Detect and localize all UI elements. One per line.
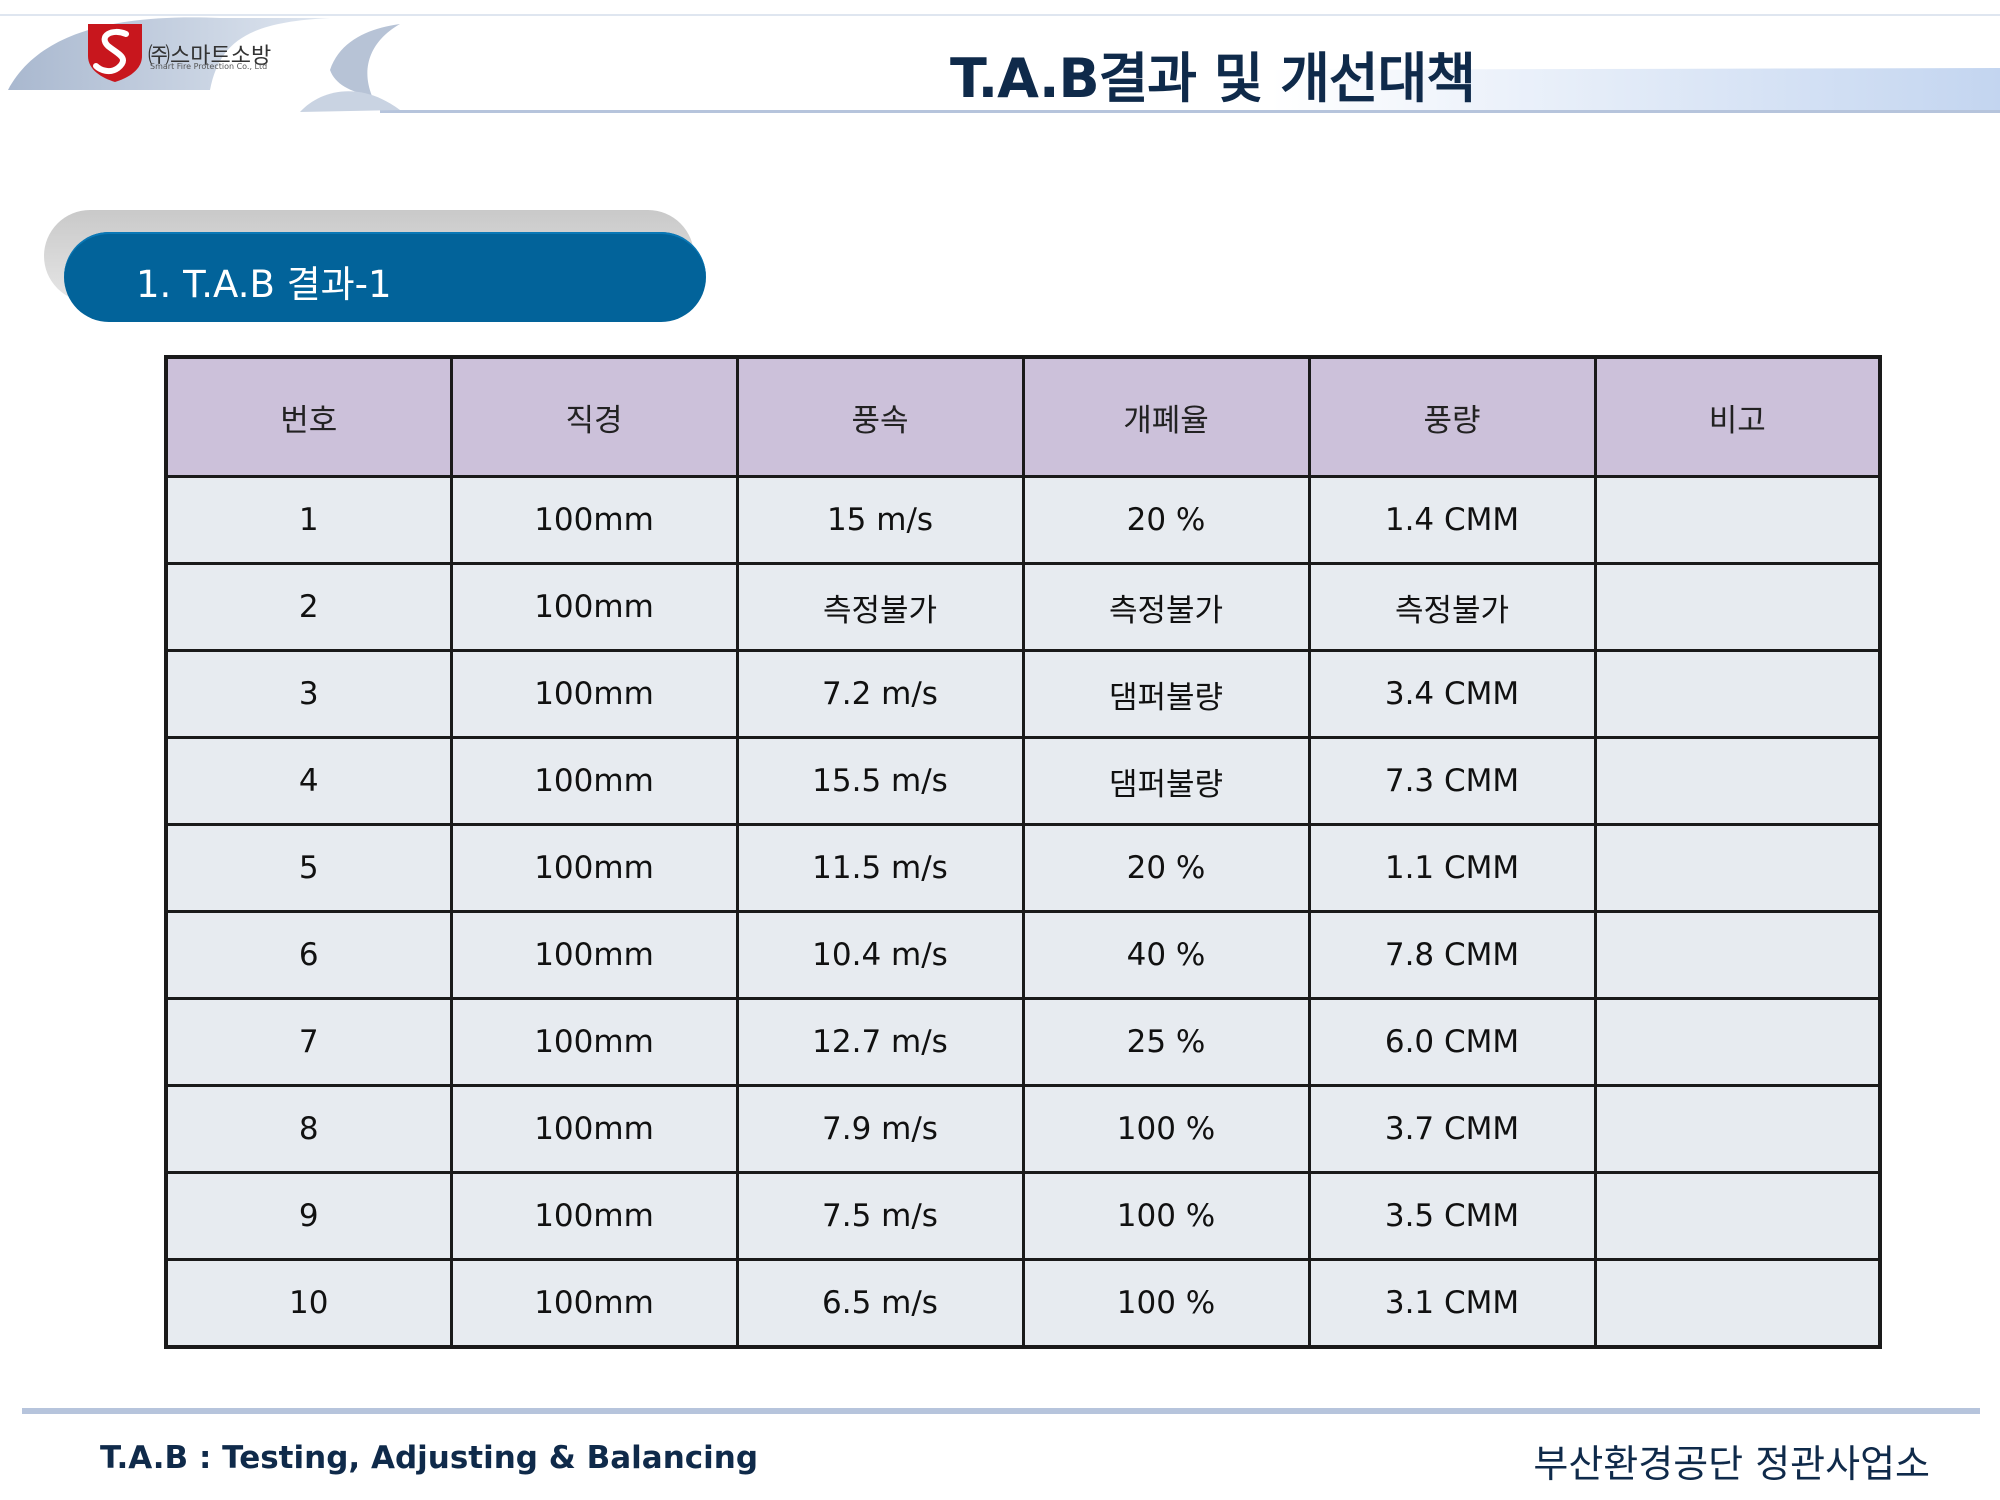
table-header-cell: 번호	[164, 355, 453, 478]
table-cell: 6.5 m/s	[735, 1258, 1025, 1349]
company-name: ㈜스마트소방	[148, 44, 272, 69]
table-cell	[1593, 1258, 1882, 1349]
table-cell: 5	[164, 823, 453, 913]
table-cell: 40 %	[1021, 910, 1311, 1000]
table-cell: 100mm	[449, 1084, 739, 1174]
table-cell: 20 %	[1021, 823, 1311, 913]
table-cell	[1593, 736, 1882, 826]
table-cell: 8	[164, 1084, 453, 1174]
table-cell: 3.7 CMM	[1307, 1084, 1597, 1174]
table-cell: 100 %	[1021, 1258, 1311, 1349]
table-row: 2 100mm 측정불가 측정불가 측정불가	[164, 562, 1882, 652]
table-cell: 9	[164, 1171, 453, 1261]
table-cell: 댐퍼불량	[1021, 736, 1311, 826]
table-row: 1 100mm 15 m/s 20 % 1.4 CMM	[164, 475, 1882, 565]
table-cell: 7.3 CMM	[1307, 736, 1597, 826]
table-cell: 1.1 CMM	[1307, 823, 1597, 913]
table-cell: 측정불가	[735, 562, 1025, 652]
table-cell: 7.8 CMM	[1307, 910, 1597, 1000]
table-cell: 100mm	[449, 1258, 739, 1349]
table-cell: 100 %	[1021, 1171, 1311, 1261]
table-cell: 7.2 m/s	[735, 649, 1025, 739]
section-title: 1. T.A.B 결과-1	[136, 263, 392, 306]
table-cell: 3	[164, 649, 453, 739]
table-cell: 100mm	[449, 649, 739, 739]
table-cell: 2	[164, 562, 453, 652]
table-cell: 4	[164, 736, 453, 826]
table-cell: 15.5 m/s	[735, 736, 1025, 826]
table-header-cell: 직경	[449, 355, 739, 478]
table-header-cell: 비고	[1593, 355, 1882, 478]
table-cell: 7	[164, 997, 453, 1087]
table-cell: 7.5 m/s	[735, 1171, 1025, 1261]
table-cell: 7.9 m/s	[735, 1084, 1025, 1174]
table-cell: 측정불가	[1307, 562, 1597, 652]
table-cell: 100mm	[449, 475, 739, 565]
table-row: 7 100mm 12.7 m/s 25 % 6.0 CMM	[164, 997, 1882, 1087]
table-row: 10 100mm 6.5 m/s 100 % 3.1 CMM	[164, 1258, 1882, 1349]
table-cell: 10.4 m/s	[735, 910, 1025, 1000]
table-cell: 100mm	[449, 997, 739, 1087]
table-row: 8 100mm 7.9 m/s 100 % 3.7 CMM	[164, 1084, 1882, 1174]
header: ㈜스마트소방 Smart Fire Protection Co., Ltd T.…	[0, 0, 2000, 130]
table-row: 6 100mm 10.4 m/s 40 % 7.8 CMM	[164, 910, 1882, 1000]
table-cell: 3.5 CMM	[1307, 1171, 1597, 1261]
table-cell	[1593, 475, 1882, 565]
table-cell: 1.4 CMM	[1307, 475, 1597, 565]
table-cell	[1593, 1084, 1882, 1174]
table-row: 5 100mm 11.5 m/s 20 % 1.1 CMM	[164, 823, 1882, 913]
table-header-cell: 풍량	[1307, 355, 1597, 478]
table-cell: 12.7 m/s	[735, 997, 1025, 1087]
header-decoration	[0, 14, 2000, 113]
table-row: 4 100mm 15.5 m/s 댐퍼불량 7.3 CMM	[164, 736, 1882, 826]
table-cell: 3.4 CMM	[1307, 649, 1597, 739]
table-header-cell: 개폐율	[1021, 355, 1311, 478]
table-cell: 11.5 m/s	[735, 823, 1025, 913]
table-cell	[1593, 910, 1882, 1000]
tab-results-table: 번호 직경 풍속 개폐율 풍량 비고 1 100mm 15 m/s 20 % 1.4 CMM 2 10…	[164, 355, 1882, 1349]
table-cell: 100mm	[449, 1171, 739, 1261]
page-title: T.A.B결과 및 개선대책	[950, 47, 1476, 110]
table-cell: 25 %	[1021, 997, 1311, 1087]
table-cell: 6.0 CMM	[1307, 997, 1597, 1087]
table-cell: 3.1 CMM	[1307, 1258, 1597, 1349]
table-cell: 100mm	[449, 562, 739, 652]
shield-s-logo-icon	[88, 24, 142, 82]
table-cell	[1593, 1171, 1882, 1261]
table-cell: 100 %	[1021, 1084, 1311, 1174]
table-cell: 100mm	[449, 910, 739, 1000]
table-cell: 100mm	[449, 823, 739, 913]
table-cell: 6	[164, 910, 453, 1000]
table-body: 1 100mm 15 m/s 20 % 1.4 CMM 2 100mm 측정불가 측정불가 측정불…	[164, 475, 1882, 1349]
table-cell: 15 m/s	[735, 475, 1025, 565]
table-cell: 100mm	[449, 736, 739, 826]
company-subtitle: Smart Fire Protection Co., Ltd	[150, 62, 268, 71]
table-cell	[1593, 649, 1882, 739]
table-cell: 20 %	[1021, 475, 1311, 565]
table-cell: 1	[164, 475, 453, 565]
table-cell	[1593, 823, 1882, 913]
footer-divider	[22, 1408, 1980, 1414]
table-row: 9 100mm 7.5 m/s 100 % 3.5 CMM	[164, 1171, 1882, 1261]
table-row: 3 100mm 7.2 m/s 댐퍼불량 3.4 CMM	[164, 649, 1882, 739]
table-cell: 댐퍼불량	[1021, 649, 1311, 739]
footer-definition: T.A.B : Testing, Adjusting & Balancing	[100, 1440, 759, 1476]
table-cell: 측정불가	[1021, 562, 1311, 652]
table-cell	[1593, 562, 1882, 652]
table-header-cell: 풍속	[735, 355, 1025, 478]
table-cell: 10	[164, 1258, 453, 1349]
table-header-row: 번호 직경 풍속 개폐율 풍량 비고	[164, 355, 1882, 478]
footer-organization: 부산환경공단 정관사업소	[1533, 1442, 1930, 1486]
section-header	[64, 232, 706, 322]
table-cell	[1593, 997, 1882, 1087]
